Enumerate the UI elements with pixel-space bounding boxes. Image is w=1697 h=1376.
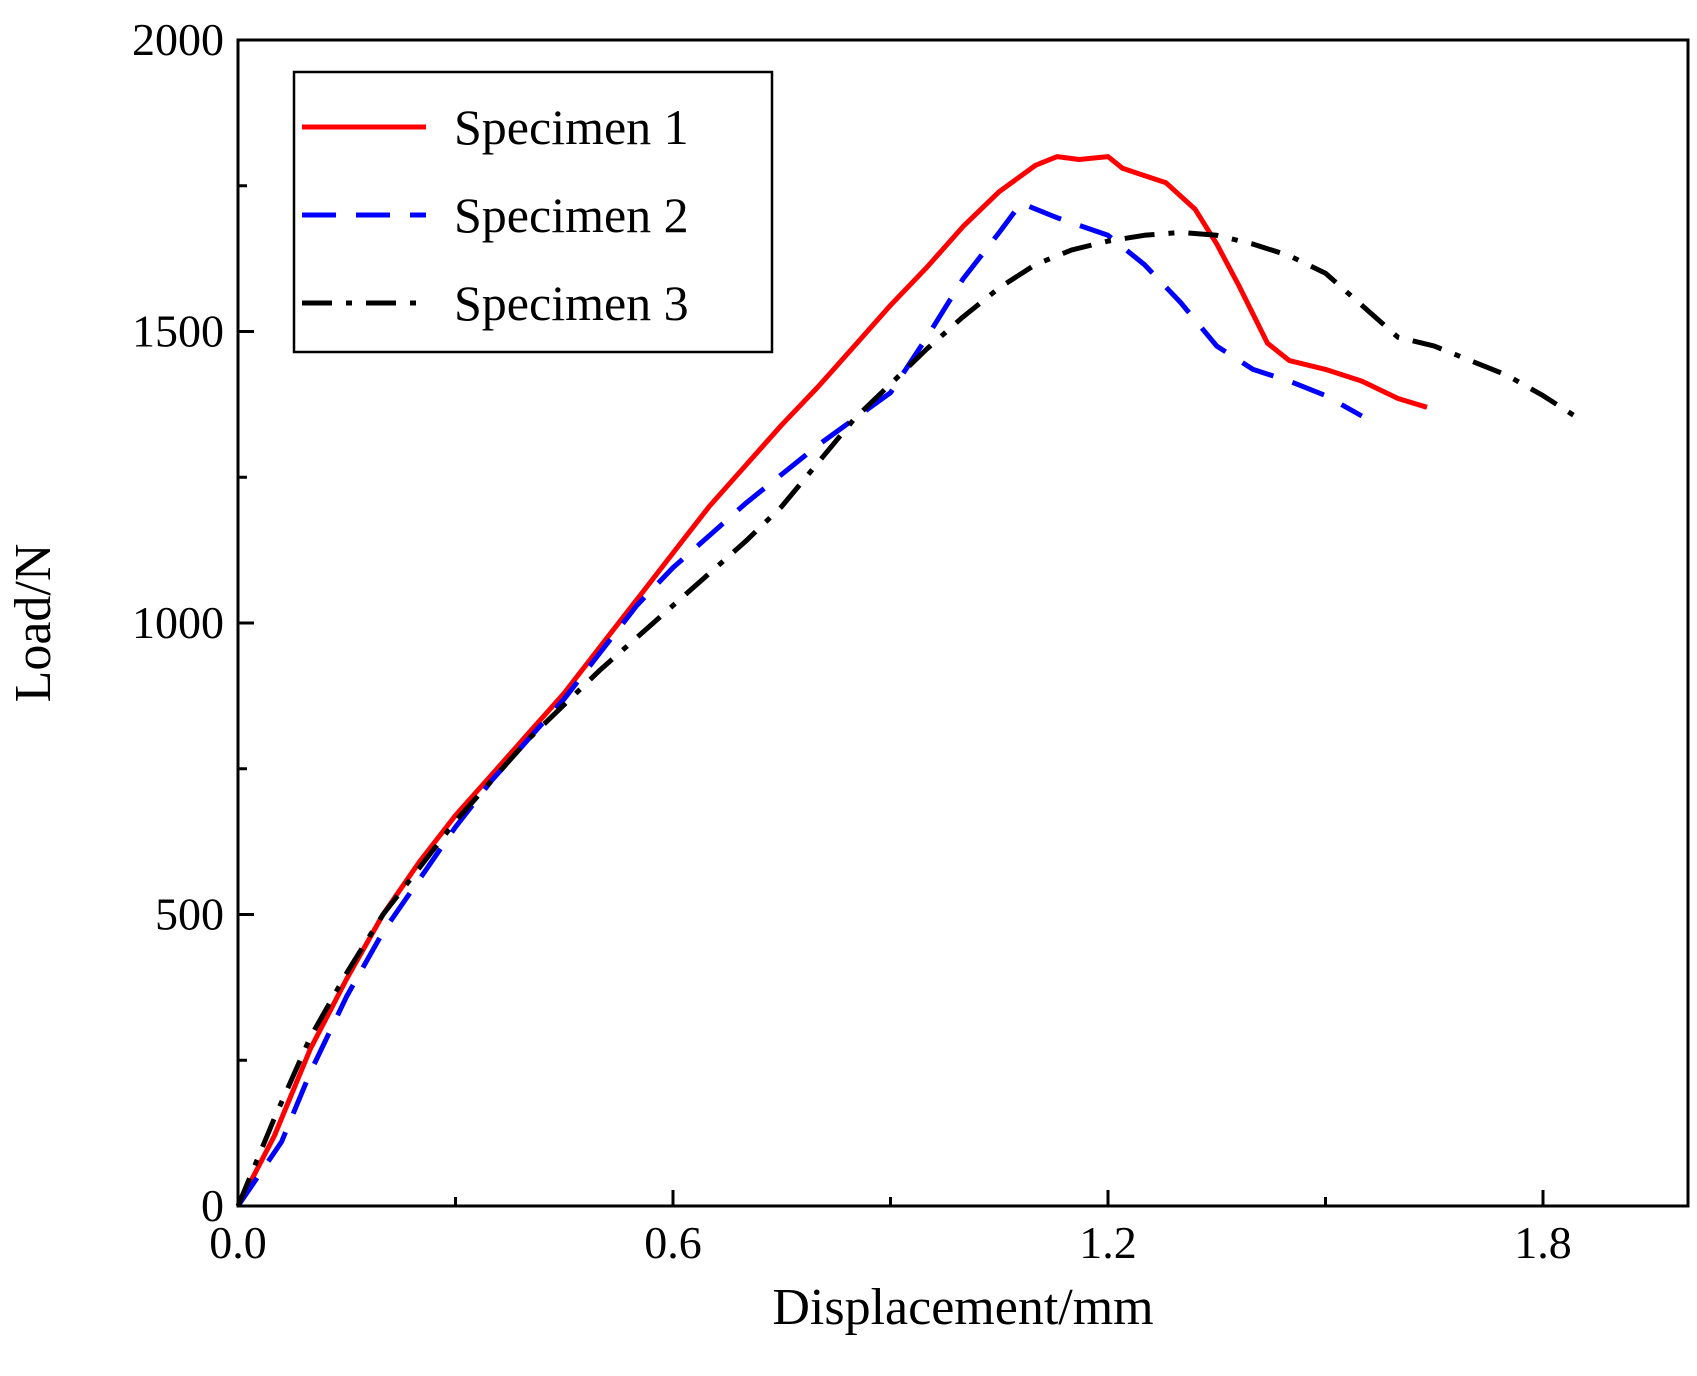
y-tick-label-2: 1000 xyxy=(132,597,224,648)
x-tick-label-3: 1.8 xyxy=(1514,1217,1572,1268)
x-tick-label-2: 1.2 xyxy=(1079,1217,1137,1268)
y-tick-label-0: 0 xyxy=(201,1180,224,1231)
labels-layer: 0.0 0.6 1.2 1.8 0 500 1000 1500 2000 xyxy=(132,14,1572,1268)
series-line-1 xyxy=(235,154,1428,1208)
legend-label-1: Specimen 1 xyxy=(454,99,689,155)
x-axis-title: Displacement/mm xyxy=(772,1279,1153,1336)
x-tick-label-0: 0.0 xyxy=(209,1217,267,1268)
ticks-layer xyxy=(236,38,1545,1208)
legend-label-2: Specimen 2 xyxy=(454,187,689,243)
series-layer xyxy=(235,154,1581,1208)
legend-label-3: Specimen 3 xyxy=(454,275,689,331)
y-tick-label-3: 1500 xyxy=(132,306,224,357)
y-tick-label-1: 500 xyxy=(155,889,224,940)
series-line-3 xyxy=(235,229,1581,1207)
series-line-2 xyxy=(235,200,1364,1208)
y-axis-title: Load/N xyxy=(5,544,62,703)
legend: Specimen 1 Specimen 2 Specimen 3 xyxy=(292,70,774,354)
x-tick-label-1: 0.6 xyxy=(644,1217,702,1268)
y-tick-label-4: 2000 xyxy=(132,14,224,65)
